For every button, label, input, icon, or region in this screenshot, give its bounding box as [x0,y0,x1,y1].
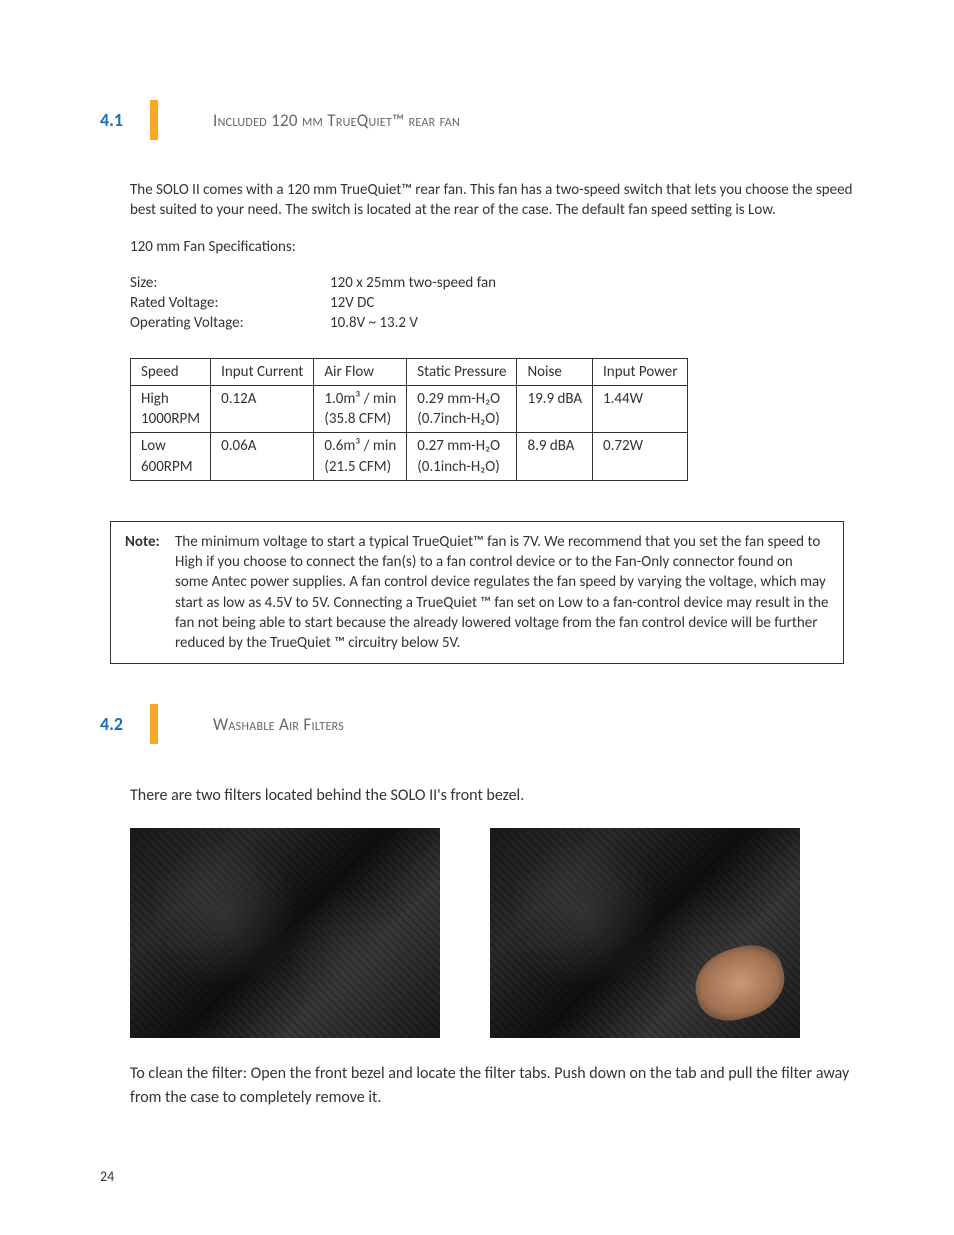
table-header: Speed [131,358,211,385]
table-header: Air Flow [314,358,407,385]
specs-heading: 120 mm Fan Specifications: [130,237,854,257]
spec-label: Operating Voltage: [130,313,330,333]
table-cell: 0.72W [593,433,688,481]
page-number: 24 [100,1168,114,1185]
table-cell: 0.12A [211,385,314,433]
table-header: Input Current [211,358,314,385]
table-header: Static Pressure [407,358,517,385]
table-cell: 19.9 dBA [517,385,593,433]
accent-bar [150,704,158,744]
table-cell: 1.44W [593,385,688,433]
table-row: Low600RPM 0.06A 0.6m³ / min(21.5 CFM) 0.… [131,433,688,481]
intro-paragraph: There are two filters located behind the… [130,784,854,808]
table-cell: 0.06A [211,433,314,481]
table-cell: Low600RPM [131,433,211,481]
table-header: Noise [517,358,593,385]
section-number: 4.2 [100,713,130,735]
section-header-4-2: 4.2 Washable Air Filters [100,704,854,744]
outro-paragraph: To clean the filter: Open the front beze… [130,1062,854,1110]
photo-row [130,828,854,1038]
spec-label: Size: [130,273,330,293]
section-number: 4.1 [100,109,130,131]
spec-label: Rated Voltage: [130,293,330,313]
table-cell: 0.27 mm-H₂O(0.1inch-H₂O) [407,433,517,481]
spec-row: Size: 120 x 25mm two-speed fan [130,273,854,293]
table-row: High1000RPM 0.12A 1.0m³ / min(35.8 CFM) … [131,385,688,433]
table-header: Input Power [593,358,688,385]
spec-row: Operating Voltage: 10.8V ~ 13.2 V [130,313,854,333]
table-cell: 8.9 dBA [517,433,593,481]
accent-bar [150,100,158,140]
table-cell: 1.0m³ / min(35.8 CFM) [314,385,407,433]
note-label: Note: [125,532,175,654]
intro-paragraph: The SOLO II comes with a 120 mm TrueQuie… [130,180,854,221]
table-header-row: Speed Input Current Air Flow Static Pres… [131,358,688,385]
product-photo-filter-1 [130,828,440,1038]
product-photo-filter-2 [490,828,800,1038]
note-box: Note: The minimum voltage to start a typ… [110,521,844,665]
section-title: Included 120 mm TrueQuiet™ rear fan [213,110,460,131]
section-header-4-1: 4.1 Included 120 mm TrueQuiet™ rear fan [100,100,854,140]
spec-row: Rated Voltage: 12V DC [130,293,854,313]
spec-value: 10.8V ~ 13.2 V [330,313,418,333]
spec-value: 120 x 25mm two-speed fan [330,273,496,293]
spec-value: 12V DC [330,293,374,313]
table-cell: 0.6m³ / min(21.5 CFM) [314,433,407,481]
note-text: The minimum voltage to start a typical T… [175,532,829,654]
section-title: Washable Air Filters [213,714,344,735]
table-cell: 0.29 mm-H₂O(0.7inch-H₂O) [407,385,517,433]
fan-spec-table: Speed Input Current Air Flow Static Pres… [130,358,688,481]
table-cell: High1000RPM [131,385,211,433]
